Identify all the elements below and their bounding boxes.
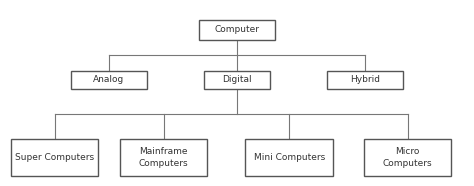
Text: Computer: Computer <box>215 25 259 34</box>
Text: Digital: Digital <box>222 76 252 84</box>
FancyBboxPatch shape <box>246 139 333 176</box>
FancyBboxPatch shape <box>119 139 207 176</box>
Text: Analog: Analog <box>93 76 125 84</box>
FancyBboxPatch shape <box>204 71 270 89</box>
FancyBboxPatch shape <box>327 71 403 89</box>
FancyBboxPatch shape <box>364 139 451 176</box>
FancyBboxPatch shape <box>11 139 99 176</box>
FancyBboxPatch shape <box>71 71 147 89</box>
Text: Hybrid: Hybrid <box>350 76 380 84</box>
Text: Mainframe
Computers: Mainframe Computers <box>139 147 188 168</box>
FancyBboxPatch shape <box>199 20 275 40</box>
Text: Micro
Computers: Micro Computers <box>383 147 432 168</box>
Text: Mini Computers: Mini Computers <box>254 153 325 162</box>
Text: Super Computers: Super Computers <box>15 153 94 162</box>
